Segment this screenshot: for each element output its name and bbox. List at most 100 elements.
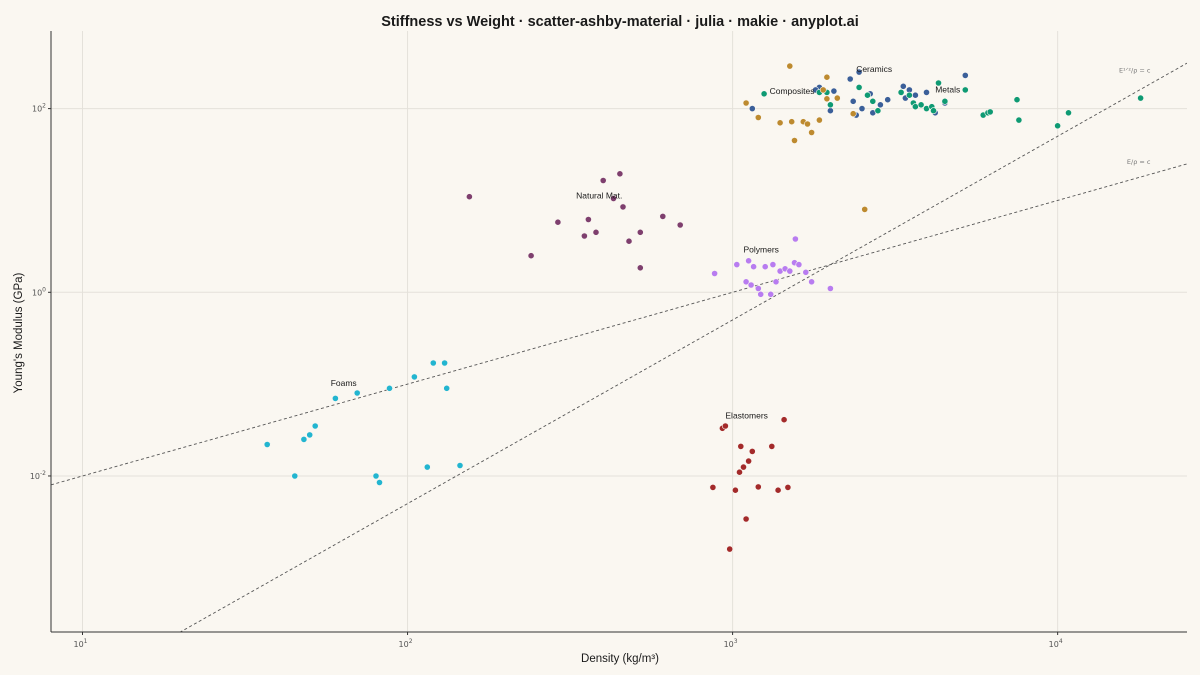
series-elastomers — [709, 416, 792, 553]
data-point — [786, 267, 794, 275]
data-point — [912, 91, 919, 99]
data-point — [941, 97, 949, 105]
cluster-label: Polymers — [744, 245, 779, 255]
data-point — [311, 422, 319, 430]
data-point — [802, 268, 810, 276]
cluster-label: Natural Mat. — [576, 191, 622, 201]
cluster-label: Foams — [331, 378, 357, 388]
cluster-labels: Metals Ceramics Composites Natural Mat. Poly… — [331, 64, 961, 421]
x-tick-label: 101 — [73, 638, 87, 649]
data-point — [833, 94, 841, 102]
data-point — [772, 278, 780, 286]
data-point — [747, 281, 755, 289]
data-point — [1015, 116, 1023, 124]
data-point — [869, 97, 877, 105]
data-point — [726, 545, 734, 553]
data-point — [410, 373, 418, 381]
data-point — [780, 416, 788, 424]
data-point — [849, 110, 857, 118]
data-point — [610, 195, 617, 202]
data-point — [742, 515, 750, 523]
data-point — [884, 96, 892, 104]
data-point — [1137, 94, 1144, 102]
data-point — [899, 82, 907, 90]
series-natural-mat — [465, 170, 684, 272]
data-point — [585, 216, 592, 223]
data-point — [769, 261, 777, 268]
guide-lines: E¹ᐟ²/ρ = c E/ρ = c — [51, 62, 1187, 632]
x-tick-label: 102 — [399, 638, 413, 649]
data-point — [745, 257, 752, 265]
data-point — [897, 89, 905, 96]
data-point — [659, 212, 667, 220]
y-axis-label: Young's Modulus (GPa) — [13, 272, 25, 393]
data-point — [456, 462, 464, 469]
data-point — [784, 483, 792, 491]
grid-lines — [51, 31, 1187, 632]
data-point — [864, 91, 871, 99]
cluster-label: Metals — [935, 84, 960, 94]
data-point — [376, 479, 383, 486]
data-point — [757, 290, 765, 298]
data-point — [846, 75, 854, 83]
data-point — [527, 252, 535, 260]
data-point — [961, 72, 969, 79]
series-composites — [742, 62, 869, 213]
data-point — [961, 86, 969, 94]
data-point — [760, 90, 768, 98]
guide-line-1 — [179, 62, 1187, 632]
data-point — [923, 89, 930, 96]
data-point — [917, 101, 925, 109]
data-point — [732, 486, 739, 494]
data-point — [676, 221, 684, 229]
series-foams — [263, 359, 464, 486]
data-point — [742, 278, 750, 286]
data-point — [740, 463, 747, 471]
data-point — [429, 359, 437, 367]
cluster-label: Elastomers — [725, 411, 768, 421]
data-point — [827, 285, 834, 292]
data-point — [619, 203, 627, 211]
data-point — [791, 137, 798, 144]
data-point — [776, 119, 784, 127]
data-point — [768, 442, 776, 450]
data-point — [849, 97, 857, 105]
data-point — [804, 120, 811, 128]
data-point — [372, 472, 380, 480]
x-tick-label: 104 — [1049, 638, 1063, 649]
data-point — [300, 435, 308, 443]
data-point — [423, 463, 431, 471]
data-point — [935, 79, 942, 87]
data-points — [263, 62, 1144, 553]
data-point — [816, 116, 823, 124]
data-point — [855, 68, 863, 76]
chart-title: Stiffness vs Weight · scatter-ashby-mate… — [381, 14, 859, 30]
data-point — [1013, 96, 1021, 104]
x-tick-label: 103 — [724, 638, 738, 649]
x-tick-labels: 101 102 103 104 — [73, 638, 1062, 649]
data-point — [774, 486, 782, 494]
data-point — [930, 107, 937, 115]
data-point — [636, 264, 644, 272]
data-point — [786, 62, 794, 70]
data-point — [745, 457, 752, 465]
data-point — [761, 263, 769, 271]
data-point — [353, 389, 361, 397]
data-point — [767, 290, 775, 298]
data-point — [291, 472, 299, 480]
data-point — [795, 261, 803, 268]
data-point — [808, 129, 815, 136]
series-ceramics — [760, 79, 1144, 130]
y-tick-label: 102 — [32, 103, 46, 114]
data-point — [722, 422, 729, 430]
data-point — [386, 384, 393, 392]
data-point — [874, 107, 882, 115]
data-point — [750, 263, 757, 271]
data-point — [443, 384, 451, 392]
cluster-label: Ceramics — [856, 64, 892, 74]
data-point — [748, 105, 756, 112]
data-point — [1054, 122, 1061, 130]
data-point — [830, 87, 838, 95]
data-point — [742, 99, 750, 107]
data-point — [877, 101, 884, 109]
